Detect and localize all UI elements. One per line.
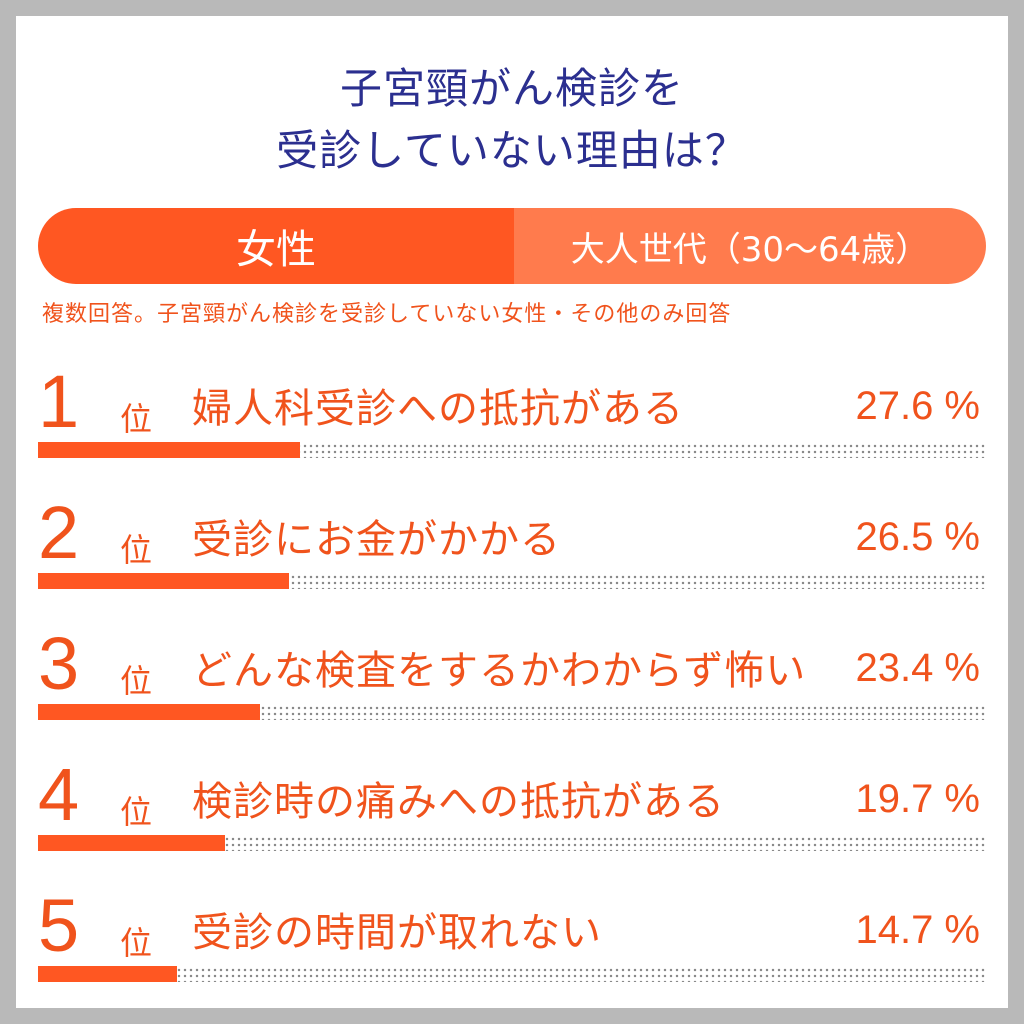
bar-track xyxy=(38,704,986,720)
bar xyxy=(38,966,177,982)
ranking-row: 5 位 受診の時間が取れない 14.7 % xyxy=(16,886,1008,1020)
bar-track xyxy=(38,966,986,982)
value-label: 19.7 % xyxy=(855,777,980,821)
reason-label: 検診時の痛みへの抵抗がある xyxy=(192,779,725,825)
infographic-card: 子宮頸がん検診を 受診していない理由は？ 女性 大人世代（30～64歳） 複数回… xyxy=(16,16,1008,1008)
chart-title: 子宮頸がん検診を 受診していない理由は？ xyxy=(16,58,1008,182)
rank-suffix: 位 xyxy=(120,400,153,438)
reason-label: どんな検査をするかわからず怖い xyxy=(192,648,807,694)
bar-track xyxy=(38,835,986,851)
rank-suffix: 位 xyxy=(120,793,153,831)
survey-note: 複数回答。子宮頸がん検診を受診していない女性・その他のみ回答 xyxy=(42,302,732,327)
title-line-2: 受診していない理由は？ xyxy=(276,126,748,175)
bar xyxy=(38,442,300,458)
rank-number: 2 xyxy=(38,491,80,574)
rank-suffix: 位 xyxy=(120,924,153,962)
value-label: 14.7 % xyxy=(855,908,980,952)
ranking-row: 2 位 受診にお金がかかる 26.5 % xyxy=(16,493,1008,627)
ranking-row: 4 位 検診時の痛みへの抵抗がある 19.7 % xyxy=(16,755,1008,889)
rank-suffix: 位 xyxy=(120,531,153,569)
bar-track xyxy=(38,442,986,458)
value-label: 27.6 % xyxy=(855,384,980,428)
reason-label: 受診の時間が取れない xyxy=(192,910,602,956)
value-label: 23.4 % xyxy=(855,646,980,690)
title-line-1: 子宮頸がん検診を xyxy=(339,64,684,113)
ranking-row: 1 位 婦人科受診への抵抗がある 27.6 % xyxy=(16,362,1008,496)
rank-number: 4 xyxy=(38,753,80,836)
filter-pill: 女性 大人世代（30～64歳） xyxy=(38,208,986,284)
filter-age-group: 大人世代（30～64歳） xyxy=(514,208,986,284)
rank-number: 5 xyxy=(38,884,80,967)
reason-label: 婦人科受診への抵抗がある xyxy=(192,386,684,432)
rank-number: 1 xyxy=(38,360,80,443)
ranking-row: 3 位 どんな検査をするかわからず怖い 23.4 % xyxy=(16,624,1008,758)
rank-number: 3 xyxy=(38,622,80,705)
bar xyxy=(38,573,289,589)
reason-label: 受診にお金がかかる xyxy=(192,517,561,563)
bar xyxy=(38,704,260,720)
rank-suffix: 位 xyxy=(120,662,153,700)
bar xyxy=(38,835,225,851)
value-label: 26.5 % xyxy=(855,515,980,559)
filter-gender: 女性 xyxy=(38,208,514,284)
bar-track xyxy=(38,573,986,589)
